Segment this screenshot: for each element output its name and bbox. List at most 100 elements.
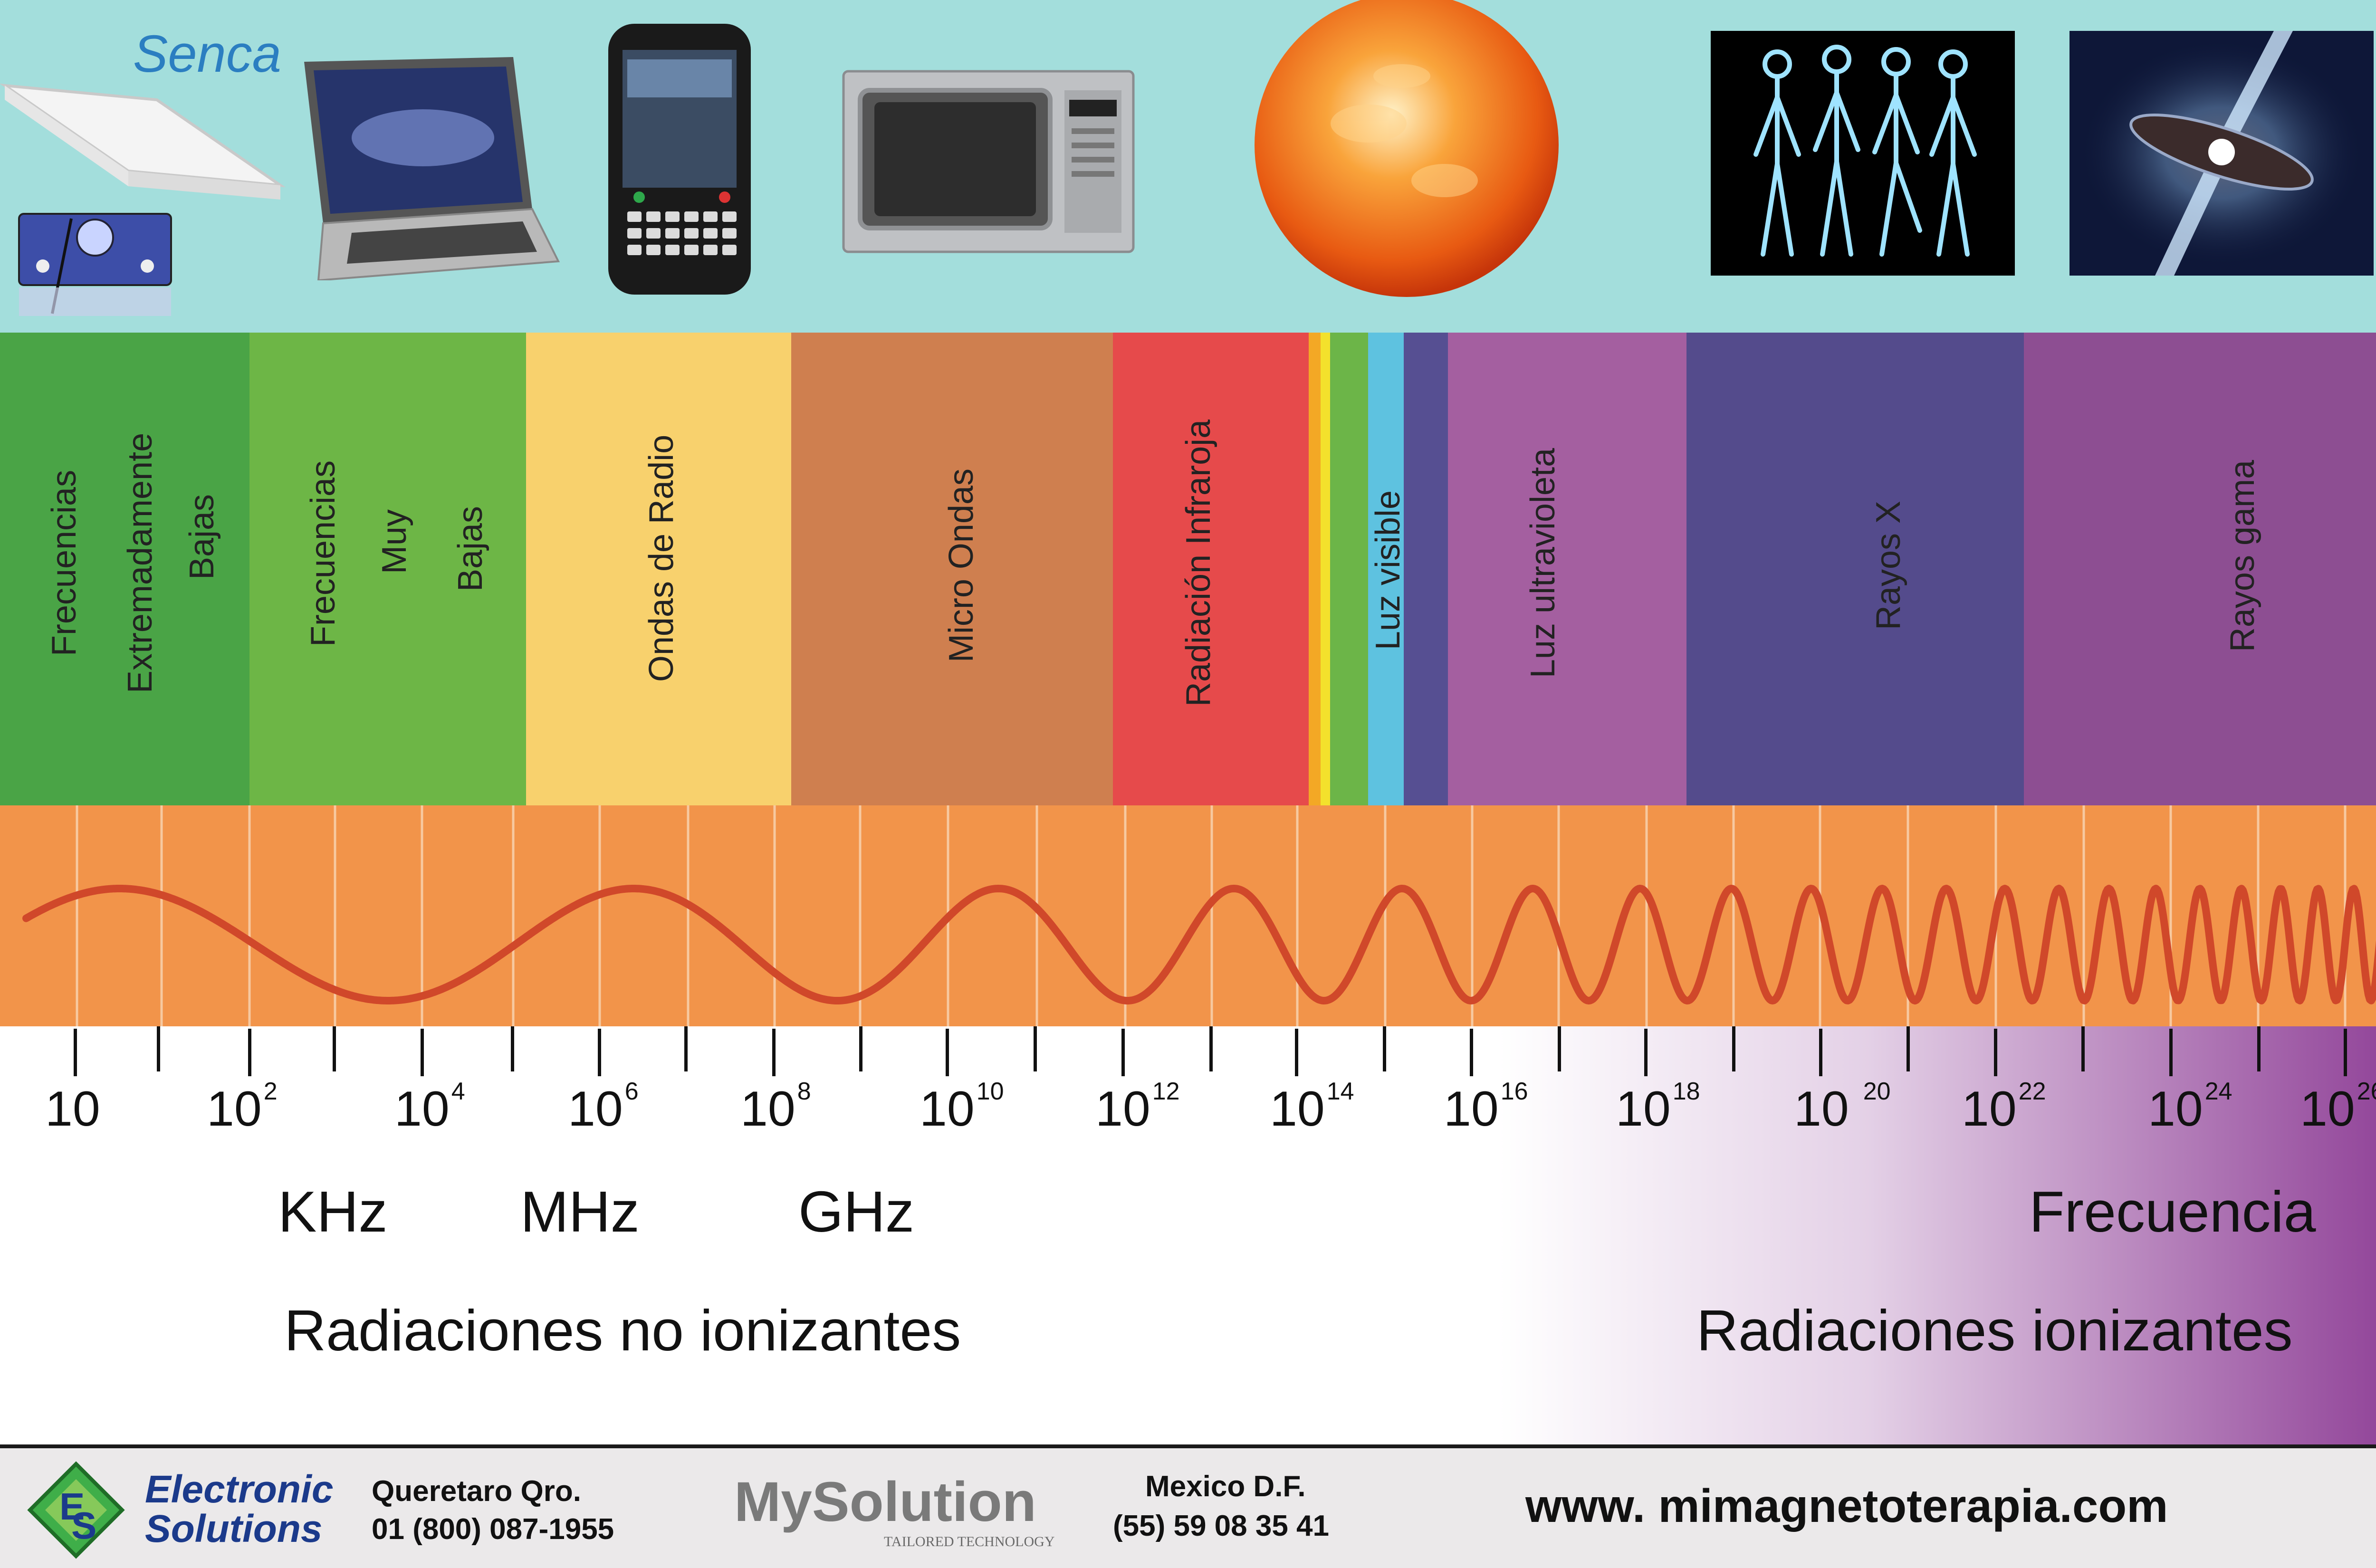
major-tick xyxy=(598,1029,601,1076)
band-infrared: Radiación Infraroja xyxy=(1113,333,1309,805)
smartphone-icon xyxy=(604,21,760,297)
minor-tick xyxy=(1034,1026,1037,1071)
band-visible-light: Luz visible xyxy=(1368,333,1407,805)
minor-tick xyxy=(859,1026,862,1071)
frequency-axis: 10 102 104 106 108 1010 1012 1014 1016 1… xyxy=(0,1026,2376,1444)
tick-label: 1024 xyxy=(2148,1078,2232,1137)
device-image-strip: Senca xyxy=(0,0,2376,333)
band-label-line: Bajas xyxy=(451,506,489,592)
sun-icon xyxy=(1245,0,1568,309)
minor-tick xyxy=(511,1026,514,1071)
band-radio-waves: Ondas de Radio xyxy=(526,333,791,805)
senca-logo: Senca xyxy=(133,25,281,83)
minor-tick xyxy=(1209,1026,1213,1071)
band-visible-yellow xyxy=(1321,333,1330,805)
major-tick xyxy=(1994,1029,1997,1076)
minor-tick xyxy=(1732,1026,1735,1071)
minor-tick xyxy=(333,1026,336,1071)
band-extremely-low-frequencies: Frecuencias Extremadamente Bajas xyxy=(0,333,249,805)
minor-tick xyxy=(1383,1026,1386,1071)
laptop-icon xyxy=(295,52,561,282)
tick-label: 102 xyxy=(207,1078,278,1137)
footer: E S Electronic Solutions Queretaro Qro. … xyxy=(0,1444,2376,1568)
major-tick xyxy=(2169,1029,2173,1076)
minor-tick xyxy=(157,1026,160,1071)
magnetotherapy-device-icon: Senca xyxy=(0,25,286,323)
electronic-solutions-logo: E S Electronic Solutions xyxy=(26,1460,335,1560)
queretaro-city: Queretaro Qro. xyxy=(372,1475,581,1508)
mexico-phone[interactable]: (55) 59 08 35 41 xyxy=(1113,1510,1330,1542)
tick-label: 1016 xyxy=(1444,1078,1528,1137)
tick-label: 10 20 xyxy=(1794,1078,1891,1137)
xray-skeletons-icon xyxy=(1711,31,2015,276)
frequency-axis-label: Frecuencia xyxy=(2029,1179,2316,1244)
mysolution-tagline: TAILORED TECHNOLOGY xyxy=(884,1534,1055,1549)
ionizing-gradient xyxy=(1497,1026,2376,1444)
major-tick xyxy=(74,1029,77,1076)
band-label-line: Muy xyxy=(375,509,413,574)
wave-panel xyxy=(0,805,2376,1026)
band-microwaves: Micro Ondas xyxy=(791,333,1113,805)
minor-tick xyxy=(2081,1026,2085,1071)
band-gamma-rays: Rayos gama xyxy=(2024,333,2376,805)
band-label-line: Rayos X xyxy=(1869,500,1907,631)
minor-tick xyxy=(1907,1026,1910,1071)
band-visible-violet xyxy=(1404,333,1448,805)
band-label-line: Radiación Infraroja xyxy=(1179,419,1217,707)
mexico-city: Mexico D.F. xyxy=(1145,1470,1306,1503)
queretaro-phone[interactable]: 01 (800) 087-1955 xyxy=(372,1513,614,1546)
band-label-line: Frecuencias xyxy=(304,460,342,647)
major-tick xyxy=(1644,1029,1648,1076)
band-label-line: Rayos gama xyxy=(2223,459,2261,652)
band-visible-green xyxy=(1330,333,1368,805)
website-link[interactable]: www. mimagnetoterapia.com xyxy=(1525,1480,2168,1532)
minor-tick xyxy=(2257,1026,2261,1071)
band-x-rays: Rayos X xyxy=(1686,333,2024,805)
logo-line-2: Solutions xyxy=(145,1507,323,1550)
band-ultraviolet: Luz ultravioleta xyxy=(1448,333,1686,805)
logo-line-1: Electronic xyxy=(145,1468,334,1511)
major-tick xyxy=(1819,1029,1822,1076)
non-ionizing-label: Radiaciones no ionizantes xyxy=(284,1298,961,1363)
unit-ghz: GHz xyxy=(798,1179,914,1244)
band-label-line: Micro Ondas xyxy=(942,468,980,663)
tick-label: 108 xyxy=(740,1078,811,1137)
band-label-line: Extremadamente xyxy=(121,432,159,694)
tick-label: 1010 xyxy=(920,1078,1004,1137)
unit-khz: KHz xyxy=(278,1179,388,1244)
wave-diagram xyxy=(22,805,2376,1026)
minor-tick xyxy=(684,1026,688,1071)
major-tick xyxy=(2344,1029,2347,1076)
major-tick xyxy=(1121,1029,1125,1076)
tick-label: 106 xyxy=(568,1078,639,1137)
wave-line xyxy=(22,885,2376,1004)
band-label-line: Luz ultravioleta xyxy=(1524,448,1562,679)
major-tick xyxy=(421,1029,424,1076)
major-tick xyxy=(1470,1029,1473,1076)
es-diamond-icon: E S xyxy=(27,1461,125,1559)
gamma-ray-burst-icon xyxy=(2069,31,2374,276)
svg-text:S: S xyxy=(71,1504,96,1547)
tick-label: 1014 xyxy=(1270,1078,1354,1137)
tick-label: 1018 xyxy=(1616,1078,1700,1137)
spectrum-bands: Frecuencias Extremadamente Bajas Frecuen… xyxy=(0,333,2376,805)
band-label-line: Ondas de Radio xyxy=(642,434,680,682)
ionizing-label: Radiaciones ionizantes xyxy=(1696,1298,2293,1363)
major-tick xyxy=(248,1029,251,1076)
unit-mhz: MHz xyxy=(520,1179,640,1244)
tick-label: 104 xyxy=(394,1078,465,1137)
mysolution-wordmark: MySolution xyxy=(734,1471,1036,1533)
band-visible-orange xyxy=(1309,333,1321,805)
band-label-line: Bajas xyxy=(183,494,221,580)
major-tick xyxy=(1295,1029,1298,1076)
minor-tick xyxy=(1558,1026,1561,1071)
major-tick xyxy=(946,1029,949,1076)
major-tick xyxy=(772,1029,776,1076)
band-very-low-frequencies: Frecuencias Muy Bajas xyxy=(249,333,526,805)
tick-label: 1022 xyxy=(1962,1078,2046,1137)
svg-text:E: E xyxy=(59,1485,85,1528)
tick-label: 1026 xyxy=(2300,1078,2376,1137)
tick-label: 10 xyxy=(45,1081,100,1137)
microwave-oven-icon xyxy=(841,67,1136,257)
band-label-line: Frecuencias xyxy=(45,469,83,657)
